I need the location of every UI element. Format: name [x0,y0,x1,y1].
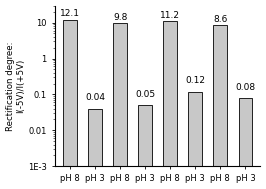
Bar [239,98,252,189]
Y-axis label: Rectification degree:
I(-5V)/I(+5V): Rectification degree: I(-5V)/I(+5V) [6,41,25,131]
Text: 0.05: 0.05 [135,90,155,99]
Text: 0.04: 0.04 [85,93,105,102]
Bar [163,21,177,189]
Text: 8.6: 8.6 [213,15,227,24]
Bar [188,91,202,189]
Bar [113,23,127,189]
Bar [63,20,77,189]
Text: 0.08: 0.08 [235,83,255,91]
Text: 0.12: 0.12 [185,76,205,85]
Bar [138,105,152,189]
Text: 9.8: 9.8 [113,13,127,22]
Bar [88,109,102,189]
Text: 11.2: 11.2 [160,11,180,20]
Bar [213,25,227,189]
Text: 12.1: 12.1 [60,9,80,19]
